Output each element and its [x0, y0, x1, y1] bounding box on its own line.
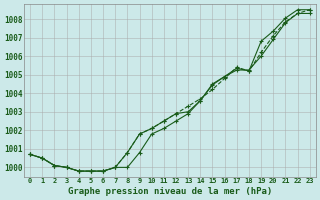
X-axis label: Graphe pression niveau de la mer (hPa): Graphe pression niveau de la mer (hPa) [68, 187, 272, 196]
